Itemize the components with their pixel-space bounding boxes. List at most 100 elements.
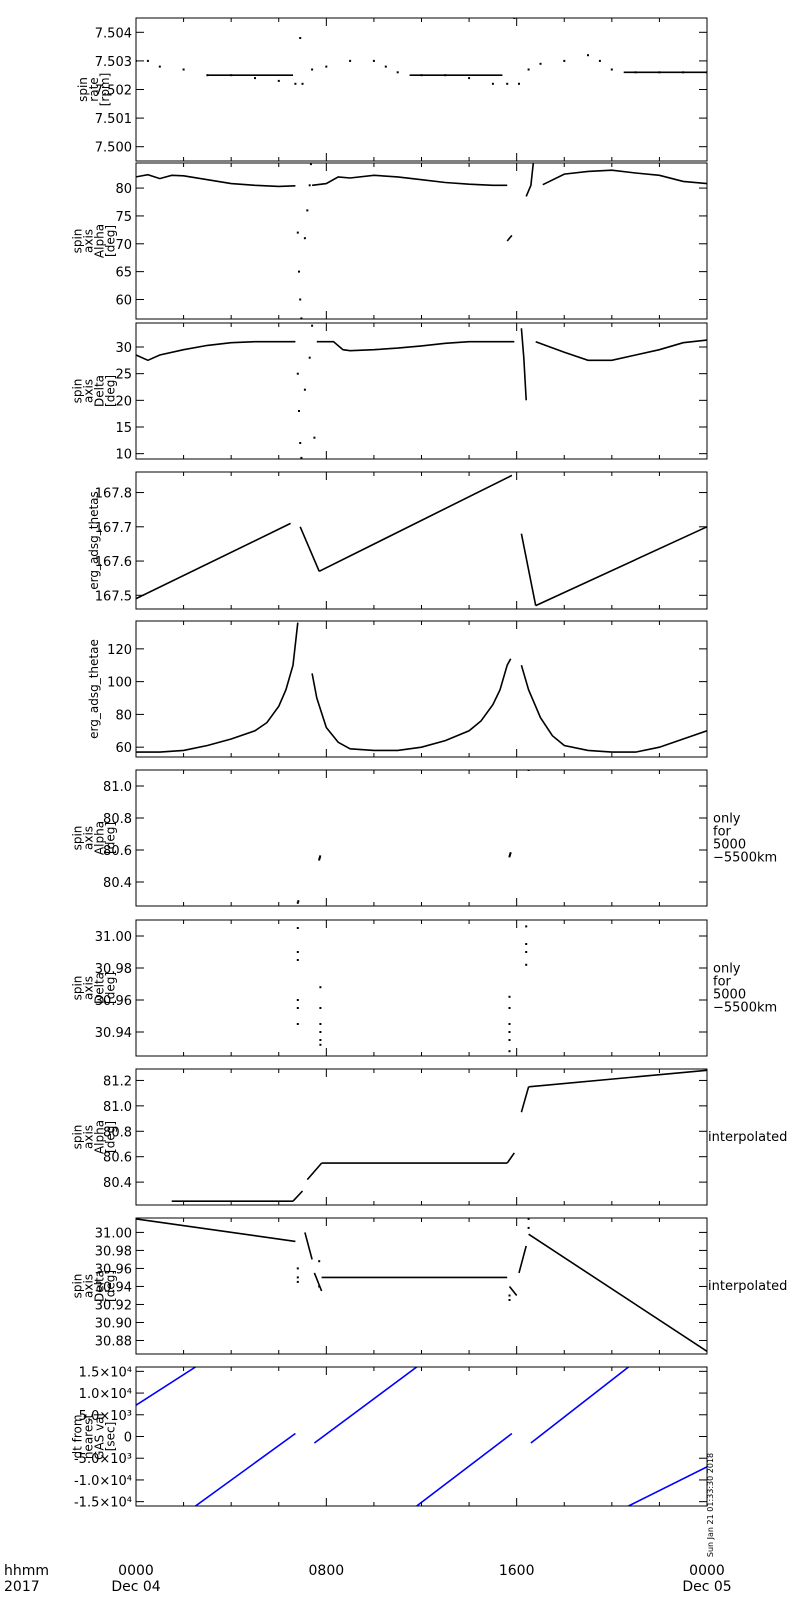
series-line-6 [542, 169, 707, 186]
y-tick-label: 81.0 [103, 1100, 132, 1115]
plot-frame [135, 162, 708, 320]
data-point [296, 1276, 299, 1279]
series-line-6 [520, 1086, 530, 1113]
data-point [525, 925, 528, 928]
y-axis-label: erg_adsg_thetas [87, 491, 101, 590]
series-group [136, 622, 707, 753]
panel-6: 80.4 80.6 80.8 81.0 spinaxisAlpha[deg] only fo… [71, 769, 777, 907]
data-point [508, 1023, 511, 1025]
data-point [468, 77, 471, 80]
data-point [491, 82, 494, 85]
data-point [294, 82, 297, 85]
data-point [539, 62, 542, 65]
series-line-5 [535, 526, 707, 607]
y-axis-label: spinaxisAlpha[deg] [71, 224, 118, 258]
data-point [349, 59, 352, 62]
series-line-3 [316, 340, 515, 352]
data-point [319, 986, 322, 989]
data-point [308, 184, 311, 187]
data-point [296, 1267, 299, 1270]
data-point [319, 855, 322, 858]
series-line-1 [136, 1367, 196, 1406]
data-point [311, 324, 314, 327]
data-point [313, 436, 316, 439]
series-line-4 [506, 234, 513, 242]
y-tick-label: 0 [124, 1431, 132, 1446]
y-tick-label: 30.88 [95, 1334, 132, 1349]
data-point [318, 1260, 321, 1263]
y-axis-label: spinaxisDelta[deg] [71, 375, 118, 407]
data-point [296, 999, 299, 1001]
series-line-5 [530, 1367, 629, 1444]
data-point [318, 857, 321, 859]
series-group [136, 324, 707, 459]
series-group [171, 1069, 707, 1202]
y-tick-label: 1.5×10⁴ [79, 1365, 132, 1380]
data-point [319, 1007, 322, 1009]
y-tick-label: 120 [107, 643, 132, 658]
y-tick-label: 7.502 [95, 84, 132, 99]
data-point [296, 372, 299, 375]
data-point [325, 65, 328, 68]
series-group [136, 1367, 707, 1506]
data-point [158, 65, 161, 68]
plot-frame [135, 1366, 708, 1507]
series-line-4 [520, 533, 537, 606]
data-point [296, 959, 299, 961]
y-tick-label: 30.94 [95, 1026, 132, 1041]
y-tick-label: 30.98 [95, 962, 132, 977]
data-point [319, 1023, 322, 1025]
data-point [303, 388, 306, 391]
series-line-1 [136, 622, 299, 753]
y-tick-label: 100 [107, 676, 132, 691]
y-tick-label: 30.90 [95, 1316, 132, 1331]
y-tick-label: 7.501 [95, 112, 132, 127]
data-point [319, 1031, 322, 1033]
y-tick-label: 80 [115, 708, 132, 723]
y-tick-label: 5.0×10³ [79, 1409, 132, 1424]
y-tick-label: 7.500 [95, 141, 132, 156]
series-line-3 [318, 474, 513, 573]
series-line-6 [508, 1286, 518, 1296]
plot-frame [135, 769, 708, 907]
y-tick-label: 75 [115, 210, 132, 225]
data-point [306, 209, 309, 212]
data-point [277, 79, 280, 82]
y-tick-label: -5.0×10³ [74, 1452, 132, 1467]
data-point [182, 68, 185, 71]
y-tick-label: 7.504 [95, 26, 132, 41]
data-point [525, 951, 528, 953]
y-tick-label: 80 [115, 182, 132, 197]
data-point [508, 1050, 511, 1053]
panel-10: -1.5×10⁴ -1.0×10⁴ -5.0×10³ 0 5.0×10³ 1.0×10⁴ 1… [71, 1365, 708, 1511]
data-point [396, 71, 399, 74]
y-axis-label: spinaxisDelta[deg] [71, 972, 118, 1004]
series-line-8 [528, 1233, 707, 1352]
data-point [527, 68, 530, 71]
y-axis-label: spinaxisDelta[deg] [71, 1270, 118, 1302]
y-tick-label: 80.8 [103, 1125, 132, 1140]
y-axis-label: spinrate[rpm] [76, 73, 112, 107]
y-tick-label: 167.7 [95, 521, 132, 536]
plot-frame [135, 919, 708, 1057]
x-corner-label: hhmm [4, 1563, 49, 1579]
data-point [372, 59, 375, 62]
data-point [309, 163, 312, 166]
x-tick-label: 1600 [499, 1563, 535, 1579]
side-label: only for 5000 −5500km [713, 812, 777, 866]
y-tick-label: -1.5×10⁴ [74, 1496, 132, 1511]
series-line-2 [311, 658, 512, 752]
series-line-7 [528, 1069, 707, 1088]
series-line-5 [506, 1152, 515, 1164]
data-point [299, 442, 302, 444]
data-point [598, 59, 601, 62]
y-tick-label: 31.00 [95, 930, 132, 945]
y-tick-label: 60 [115, 741, 132, 756]
y-tick-label: 60 [115, 294, 132, 309]
data-point [319, 1039, 322, 1041]
data-point [508, 855, 511, 858]
data-point [296, 1280, 299, 1283]
data-point [508, 1031, 511, 1033]
